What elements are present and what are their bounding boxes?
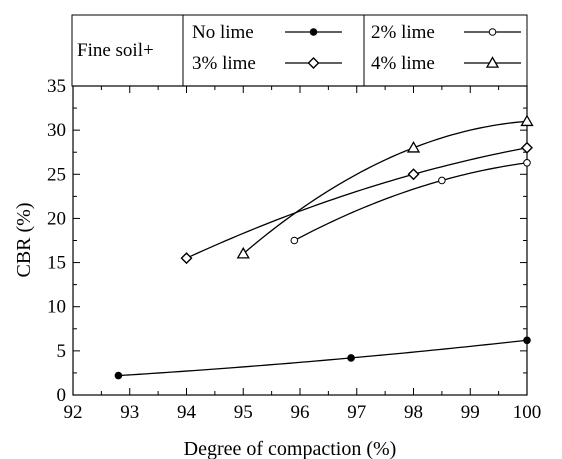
series-line [118,339,528,377]
y-axis-title: CBR (%) [13,203,35,278]
series-markers [114,114,534,380]
x-tick-label: 97 [347,402,366,423]
series-line [242,120,528,255]
legend: Fine soil+ No lime 2% lime 3% lime 4% lime [71,14,528,87]
x-tick-label: 100 [513,402,542,423]
series-curves [118,120,528,377]
data-point [523,159,531,167]
legend-label: No lime [192,22,254,43]
x-tick-label: 95 [234,402,253,423]
legend-marker [307,57,320,69]
x-tick-label: 98 [404,402,423,423]
y-tick-label: 0 [57,385,67,406]
y-tick-label: 10 [47,297,66,318]
series-line [294,162,528,242]
x-tick-label: 99 [461,402,480,423]
data-point [114,371,123,380]
y-tick-label: 15 [47,253,66,274]
legend-marker [488,28,497,36]
legend-prefix: Fine soil+ [77,40,154,61]
y-tick-label: 20 [47,208,66,229]
x-tick-label: 93 [120,402,139,423]
data-point [290,236,299,245]
x-axis-title: Degree of compaction (%) [184,438,397,459]
legend-label: 3% lime [192,53,256,74]
legend-marker [309,28,318,36]
series-line [186,147,528,259]
data-point [438,176,446,185]
x-tick-label: 92 [64,402,83,423]
y-tick-label: 30 [47,120,66,141]
data-point [521,141,533,154]
data-point [236,246,250,259]
data-point [407,168,420,181]
data-point [520,114,534,127]
x-tick-label: 96 [291,402,310,423]
data-point [347,354,355,362]
data-point [180,252,193,265]
y-tick-label: 35 [47,76,66,97]
axis-ticks: 92 93 94 95 96 97 98 99 100 0 5 10 15 20 25 30 35 [47,76,541,423]
legend-marker [485,56,500,68]
legend-label: 2% lime [371,22,435,43]
legend-label: 4% lime [371,53,435,74]
y-tick-label: 25 [47,164,66,185]
x-tick-label: 94 [177,402,197,423]
data-point [406,140,421,153]
data-point [523,336,531,345]
y-tick-label: 5 [57,341,67,362]
